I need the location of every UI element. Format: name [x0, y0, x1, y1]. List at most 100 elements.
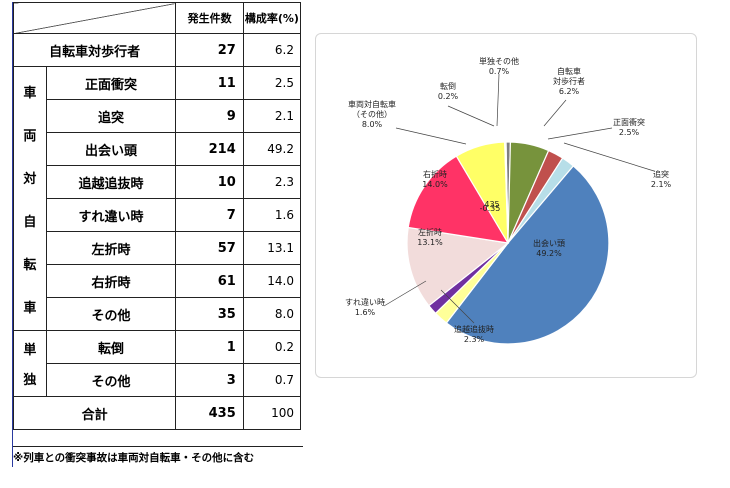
row-count: 11	[175, 66, 244, 100]
slice-name-label: 単独その他	[479, 56, 519, 66]
row-rate: 2.3	[242, 165, 302, 199]
slice-pct-label: 2.5%	[619, 128, 640, 137]
row-rate: 0.2	[242, 330, 302, 364]
table-row: 追突 9 2.1	[14, 99, 302, 133]
leader-line	[563, 142, 655, 172]
accident-table: 発生件数 構成率(%) 自転車対歩行者 27 6.2 車両対自転車正面衝突 11 2…	[12, 2, 302, 430]
table-row: 出会い頭 214 49.2	[14, 132, 302, 166]
slice-name-label: 右折時	[423, 169, 447, 179]
leader-line	[496, 73, 500, 127]
row-count: 10	[175, 165, 244, 199]
slice-pct-label: 14.0%	[422, 180, 448, 189]
table-row: 左折時 57 13.1	[14, 231, 302, 265]
total-name: 合計	[12, 396, 177, 430]
pie-chart-panel: 単独その他 0.7% 自転車 対歩行者 6.2% 正面衝突 2.5% 追突 2.1% 出会い頭 49…	[315, 33, 697, 378]
slice-pct-label: 8.0%	[362, 120, 383, 129]
row-name: 正面衝突	[45, 66, 177, 100]
row-count-pedestrian: 27	[175, 33, 244, 67]
pie-slice	[504, 141, 509, 244]
table-header-row: 発生件数 構成率(%)	[12, 2, 302, 34]
row-rate-pedestrian: 6.2	[242, 33, 302, 67]
slice-name-label: 左折時	[418, 227, 442, 237]
group-label-char: 車	[23, 85, 37, 101]
table-left-frame	[12, 2, 13, 467]
leader-line	[543, 99, 567, 127]
pie-slice	[445, 165, 610, 345]
row-count: 61	[175, 264, 244, 298]
slice-name-label: 車両対自転車	[348, 99, 396, 109]
table-row: その他 35 8.0	[14, 297, 302, 331]
slice-name-label: 正面衝突	[613, 117, 645, 127]
group-label-char: 単	[23, 343, 37, 358]
total-count: 435	[175, 396, 244, 430]
row-rate: 0.7	[242, 363, 302, 397]
slice-pct-label: 2.3%	[464, 335, 485, 344]
slice-pct-label: 49.2%	[536, 249, 562, 258]
row-name: 左折時	[45, 231, 177, 265]
row-name: 右折時	[45, 264, 177, 298]
row-name: 転倒	[45, 330, 177, 364]
row-rate: 8.0	[242, 297, 302, 331]
table-row: 単独転倒 1 0.2	[13, 330, 302, 397]
pie-slice	[406, 226, 510, 307]
row-name: 追突	[45, 99, 177, 133]
header-rate: 構成率(%)	[242, 2, 302, 34]
row-name: 追越追抜時	[45, 165, 177, 199]
row-count: 3	[175, 363, 244, 397]
slice-pct-label: 2.1%	[651, 180, 672, 189]
row-name: すれ違い時	[45, 198, 177, 232]
slice-name-label: 追越追抜時	[454, 324, 494, 334]
slice-pct-label: 0.7%	[489, 67, 510, 76]
total-rate: 100	[242, 396, 302, 430]
row-count: 35	[175, 297, 244, 331]
group-label-char: 自	[23, 214, 37, 230]
group-label-vehicle: 車両対自転車	[13, 66, 47, 331]
slice-name-label: 自転車	[557, 66, 581, 76]
row-count: 1	[175, 330, 244, 364]
group-label-char: 独	[23, 373, 37, 388]
row-count: 7	[175, 198, 244, 232]
group-label-char: 対	[23, 171, 37, 187]
slice-pct-label: 6.2%	[559, 87, 580, 96]
row-name: その他	[45, 363, 177, 397]
center-overlay-text: 435	[484, 200, 499, 209]
table-row: 右折時 61 14.0	[14, 264, 302, 298]
table-footnote: ※列車との衝突事故は車両対自転車・その他に含む	[13, 446, 303, 469]
table-row: 追越追抜時 10 2.3	[14, 165, 302, 199]
pie-slice	[407, 155, 510, 244]
slice-name-label: 転倒	[440, 81, 456, 91]
group-label-char: 転	[23, 257, 37, 273]
table-row: その他 3 0.7	[14, 363, 302, 397]
leader-line	[547, 127, 613, 140]
row-count: 57	[175, 231, 244, 265]
leader-line	[395, 127, 467, 145]
row-name: その他	[45, 297, 177, 331]
slice-pct-label: 1.6%	[355, 308, 376, 317]
row-name-pedestrian: 自転車対歩行者	[12, 33, 177, 67]
slice-name-label: 対歩行者	[553, 76, 585, 86]
row-rate: 2.1	[242, 99, 302, 133]
group-label-single: 単独	[13, 330, 47, 397]
leader-line	[447, 105, 495, 127]
group-label-char: 車	[23, 300, 37, 316]
row-rate: 14.0	[242, 264, 302, 298]
slice-name-label: すれ違い時	[345, 297, 385, 307]
table-row: 車両対自転車正面衝突 11 2.5	[13, 66, 302, 331]
row-rate: 13.1	[242, 231, 302, 265]
slice-name-label: 出会い頭	[533, 238, 565, 248]
row-count: 9	[175, 99, 244, 133]
table-row: 自転車対歩行者 27 6.2	[12, 33, 302, 67]
leader-line	[440, 289, 475, 324]
row-count: 214	[175, 132, 244, 166]
table-row: すれ違い時 7 1.6	[14, 198, 302, 232]
accident-table-grid: 発生件数 構成率(%) 自転車対歩行者 27 6.2 車両対自転車正面衝突 11 2…	[12, 2, 302, 430]
row-rate: 49.2	[242, 132, 302, 166]
leader-line	[383, 280, 427, 307]
table-total-row: 合計 435 100	[12, 396, 302, 430]
header-diagonal-cell	[12, 2, 177, 34]
slice-name-label: 追突	[653, 169, 669, 179]
header-count: 発生件数	[175, 2, 244, 34]
row-rate: 1.6	[242, 198, 302, 232]
slice-pct-label: 0.2%	[438, 92, 459, 101]
